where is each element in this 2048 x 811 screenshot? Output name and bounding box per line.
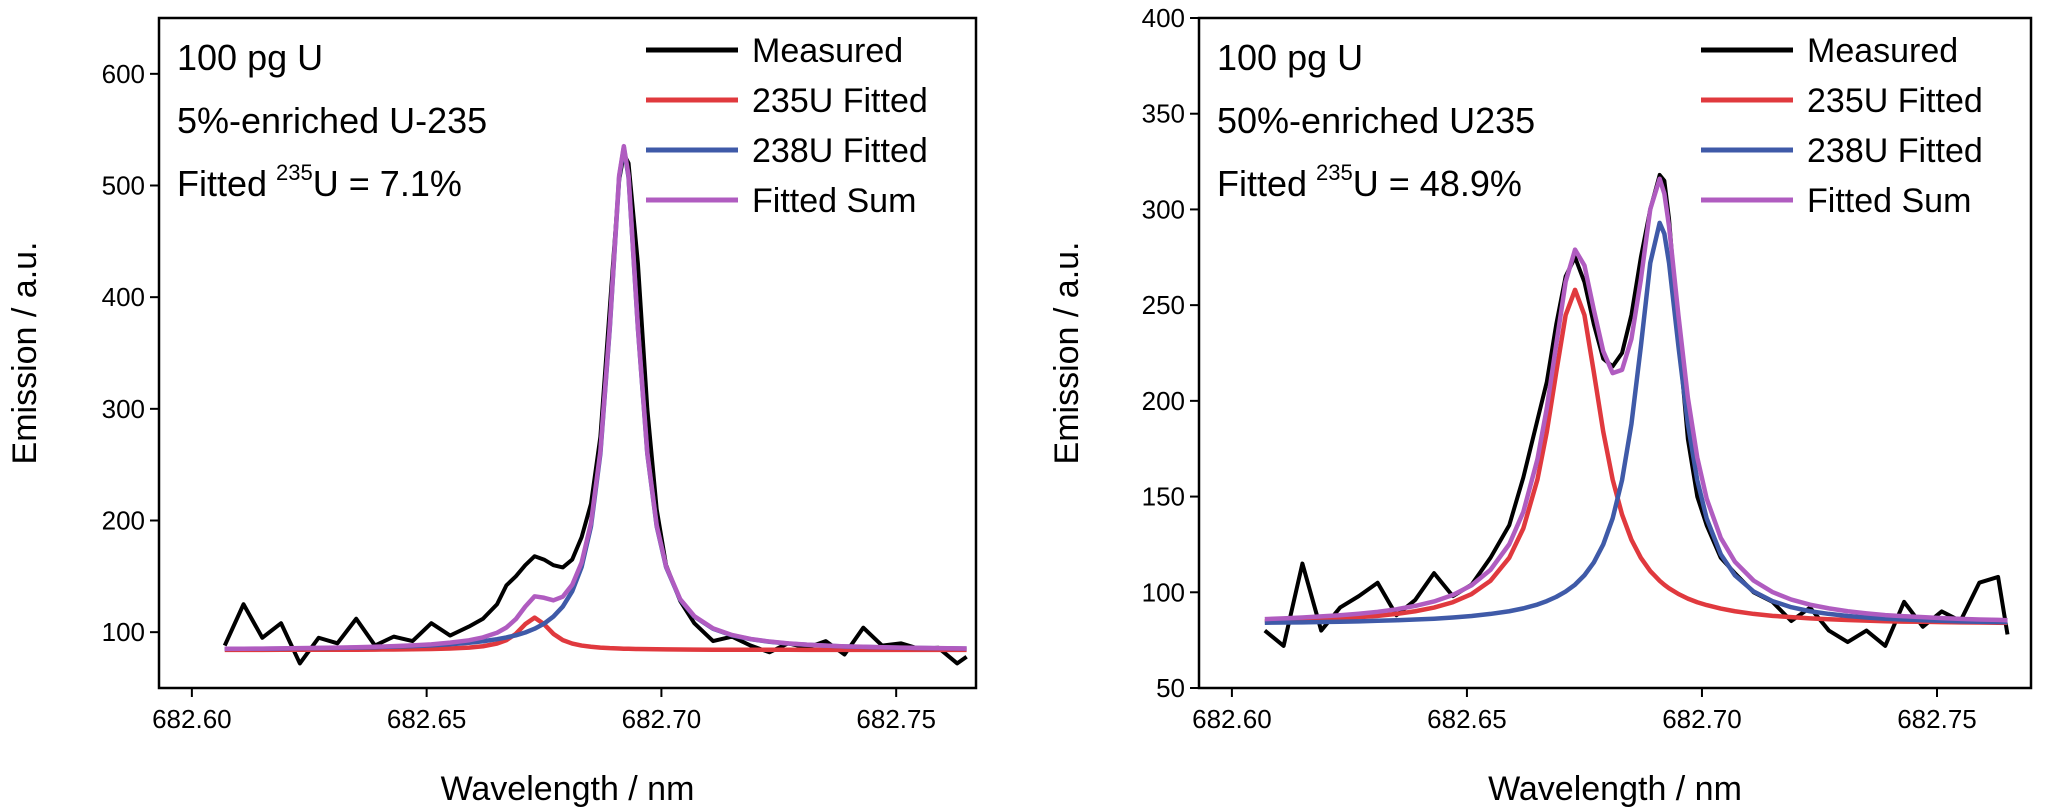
y-tick-label: 400 xyxy=(102,282,145,312)
y-tick-label: 200 xyxy=(102,506,145,536)
y-tick-label: 300 xyxy=(102,394,145,424)
y-tick-label: 100 xyxy=(102,617,145,647)
x-axis-label: Wavelength / nm xyxy=(441,770,695,808)
panel: 100 200 300 400 500 600 682.60 682.65 682.70 682.… xyxy=(6,16,978,808)
annotation-superscript: 235 xyxy=(276,160,313,185)
series-line xyxy=(224,615,967,653)
y-tick-label: 50 xyxy=(1156,673,1185,703)
y-tick-label: 150 xyxy=(1142,482,1185,512)
legend-label: Measured xyxy=(752,32,903,70)
x-tick-label: 682.75 xyxy=(856,704,936,734)
annotation: 100 pg U xyxy=(1217,37,1363,78)
y-axis-label: Emission / a.u. xyxy=(1048,242,1086,465)
x-tick-label: 682.65 xyxy=(387,704,467,734)
annotation: 50%-enriched U235 xyxy=(1217,100,1535,141)
x-tick-label: 682.65 xyxy=(1427,704,1507,734)
x-tick-label: 682.60 xyxy=(1192,704,1272,734)
legend-label: 235U Fitted xyxy=(752,82,928,120)
annotation: Fitted 235U = 7.1% xyxy=(177,160,462,204)
annotation: 5%-enriched U-235 xyxy=(177,100,487,141)
y-axis-label: Emission / a.u. xyxy=(6,242,44,465)
y-tick-label: 350 xyxy=(1142,99,1185,129)
series-line xyxy=(224,143,967,652)
y-tick-label: 200 xyxy=(1142,386,1185,416)
series-line xyxy=(222,152,968,666)
y-tick-label: 400 xyxy=(1142,3,1185,33)
y-tick-label: 500 xyxy=(102,171,145,201)
annotation: Fitted 235U = 48.9% xyxy=(1217,160,1522,204)
legend-label: 235U Fitted xyxy=(1807,82,1983,120)
series-line xyxy=(224,145,967,652)
y-tick-label: 250 xyxy=(1142,290,1185,320)
x-tick-label: 682.75 xyxy=(1897,704,1977,734)
annotation-part: U = 48.9% xyxy=(1353,163,1522,204)
annotation-part: Fitted xyxy=(1217,163,1307,204)
plot-frame xyxy=(1197,16,2033,690)
legend-label: Measured xyxy=(1807,32,1958,70)
series-line xyxy=(1264,176,2008,623)
series-line xyxy=(1264,287,2008,626)
series-line xyxy=(1263,172,2010,648)
legend-label: Fitted Sum xyxy=(1807,182,1971,220)
annotation-superscript: 235 xyxy=(1316,160,1353,185)
y-tick-label: 300 xyxy=(1142,194,1185,224)
legend-label: 238U Fitted xyxy=(752,132,928,170)
annotation-part: Fitted xyxy=(177,163,267,204)
series-line xyxy=(1264,220,2008,625)
plot-frame xyxy=(157,16,978,690)
y-tick-label: 100 xyxy=(1142,577,1185,607)
x-tick-label: 682.60 xyxy=(152,704,232,734)
x-axis-label: Wavelength / nm xyxy=(1488,770,1742,808)
y-tick-label: 600 xyxy=(102,59,145,89)
legend-label: Fitted Sum xyxy=(752,182,916,220)
annotation-part: U = 7.1% xyxy=(313,163,462,204)
panel: 50 100 150 200 250 300 350 400 682.60 682.65 682.7… xyxy=(1048,3,2033,808)
legend-label: 238U Fitted xyxy=(1807,132,1983,170)
x-tick-label: 682.70 xyxy=(622,704,702,734)
annotation: 100 pg U xyxy=(177,37,323,78)
x-tick-label: 682.70 xyxy=(1662,704,1742,734)
